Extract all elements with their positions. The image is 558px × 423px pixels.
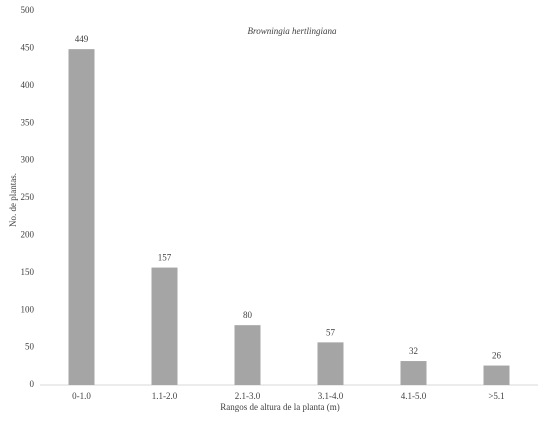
bar [68,49,95,385]
y-tick-label: 150 [21,267,35,277]
bar [317,342,344,385]
bar [483,365,510,385]
x-tick-label: 0-1.0 [72,391,91,401]
x-tick-label: 1.1-2.0 [152,391,178,401]
y-tick-label: 100 [21,304,35,314]
y-tick-label: 0 [30,379,35,389]
y-axis-label: No. de plantas. [8,173,18,227]
y-tick-label: 500 [21,5,35,15]
chart-title: Browningia hertlingiana [248,26,337,36]
bar [151,267,178,385]
y-tick-label: 300 [21,155,35,165]
x-tick-label: 2.1-3.0 [235,391,261,401]
data-label: 26 [492,351,502,361]
x-tick-label: 4.1-5.0 [401,391,427,401]
data-label: 32 [409,346,418,356]
x-tick-label: >5.1 [488,391,504,401]
data-label: 80 [243,310,253,320]
bar [400,361,427,385]
y-tick-label: 400 [21,80,35,90]
y-tick-label: 50 [25,342,35,352]
y-tick-label: 350 [21,117,35,127]
x-tick-label: 3.1-4.0 [318,391,344,401]
y-tick-label: 200 [21,229,35,239]
data-label: 57 [326,327,336,337]
data-label: 157 [158,253,172,263]
x-axis-label: Rangos de altura de la planta (m) [220,402,339,412]
data-label: 449 [75,34,89,44]
y-tick-label: 450 [21,42,35,52]
bar [234,325,261,385]
y-tick-label: 250 [21,192,35,202]
